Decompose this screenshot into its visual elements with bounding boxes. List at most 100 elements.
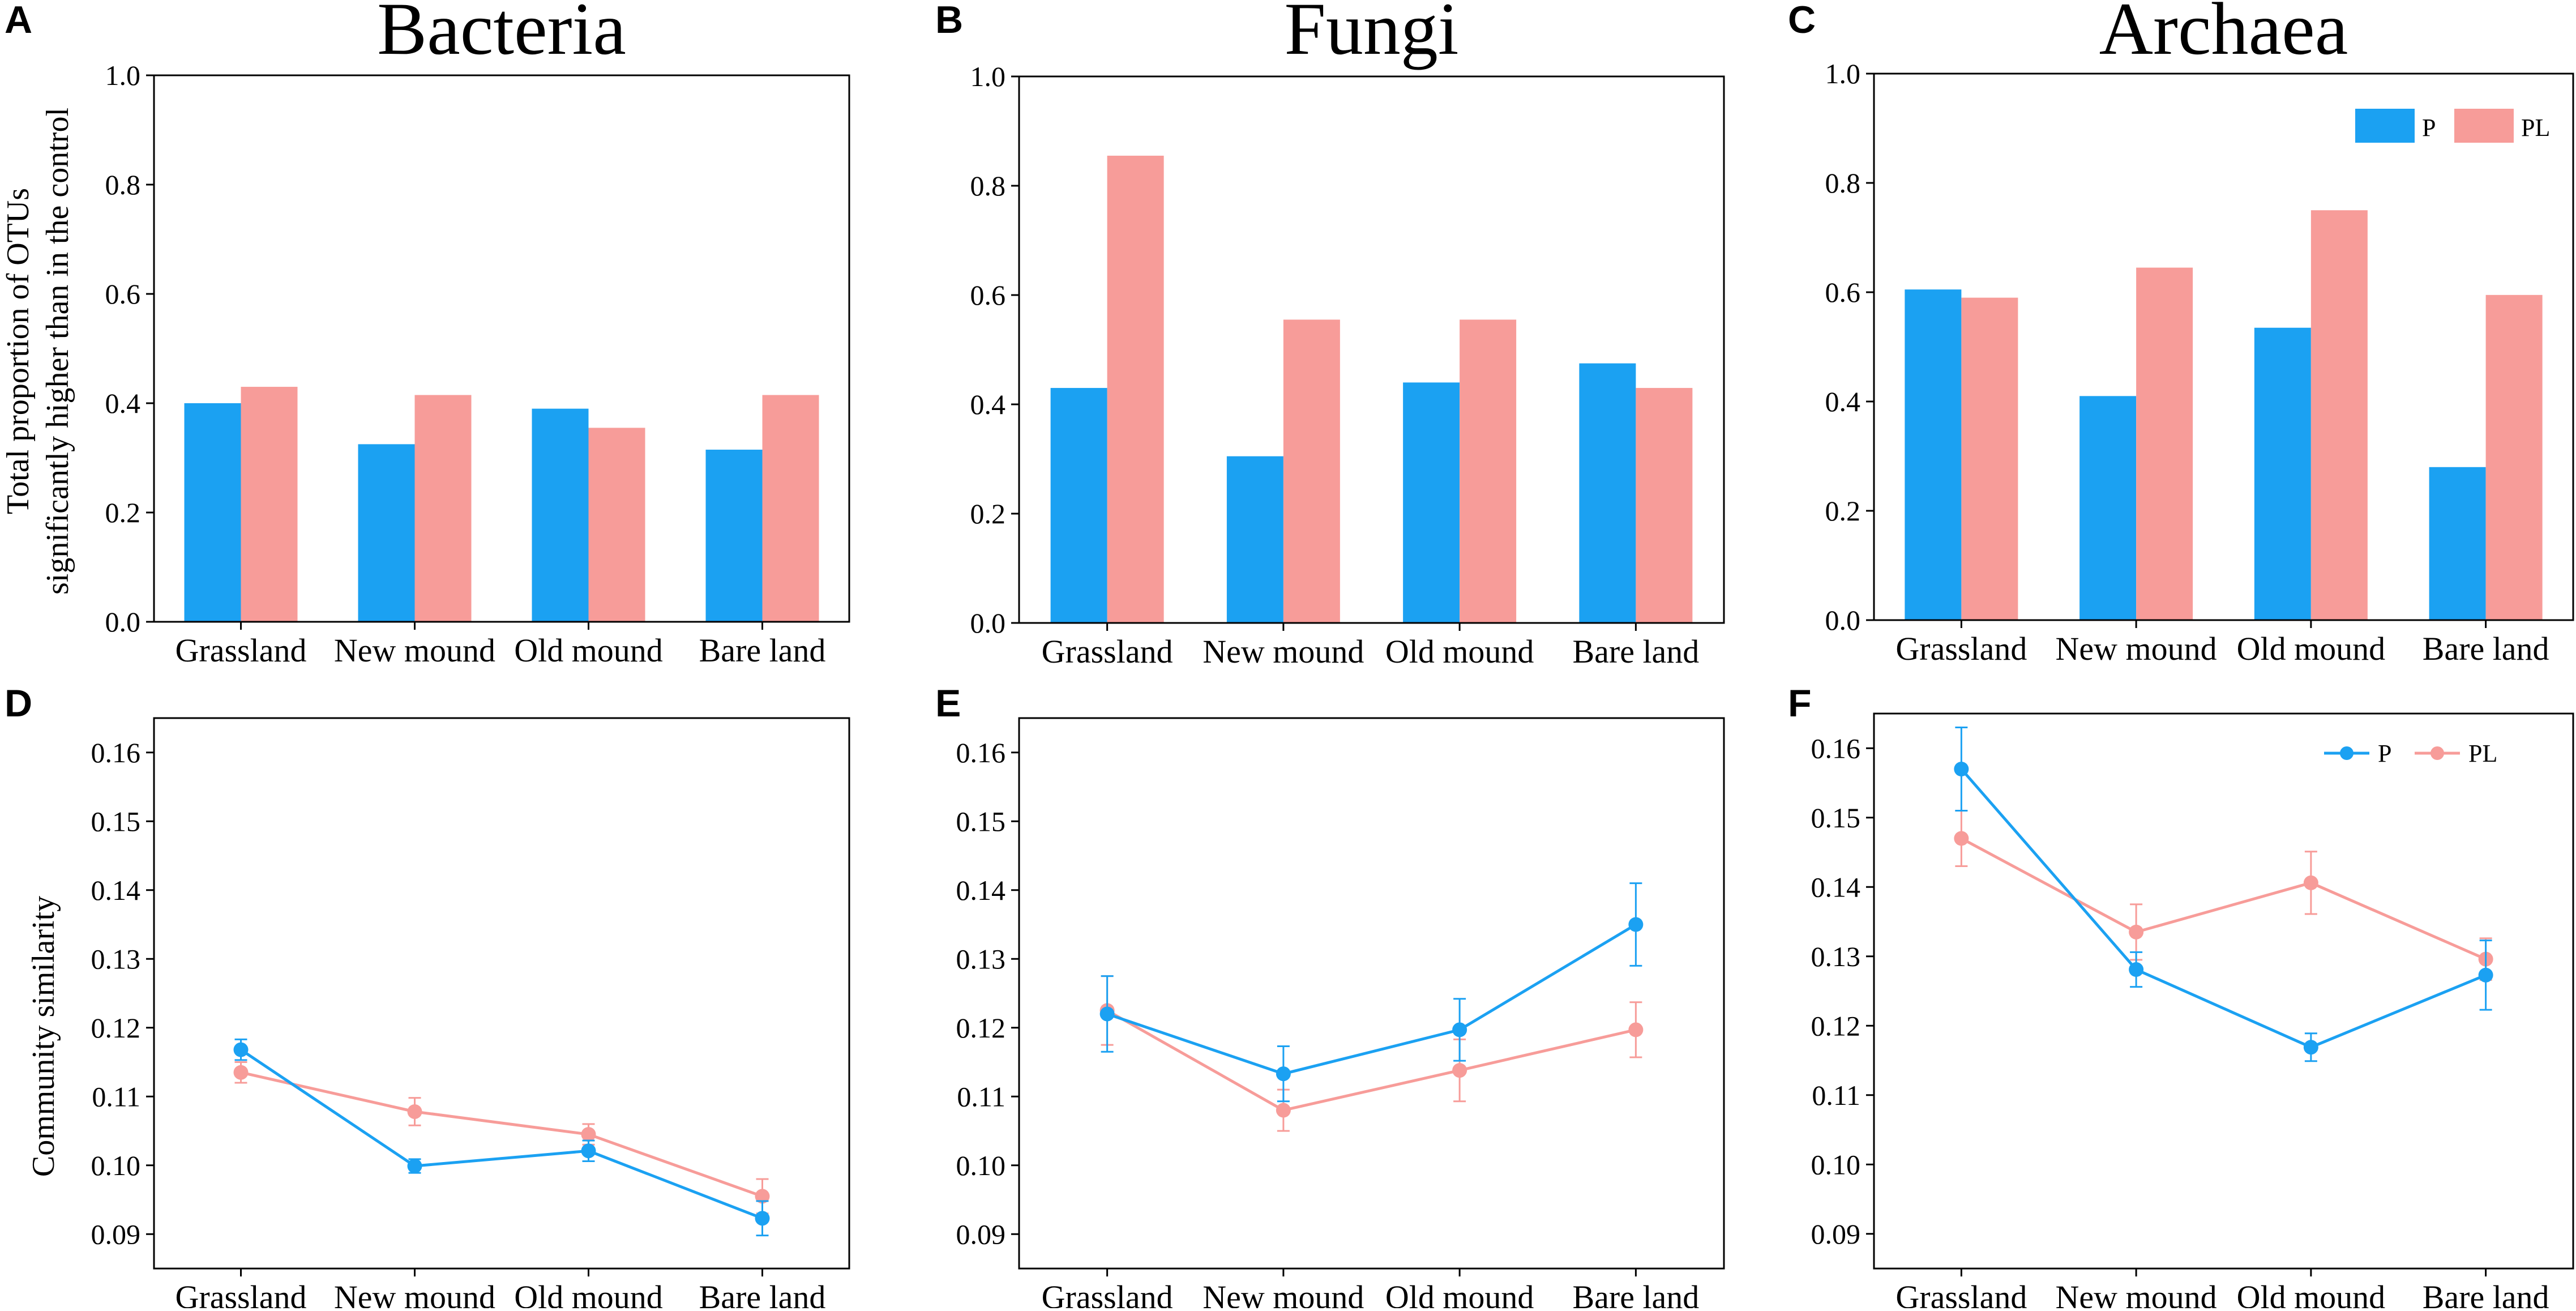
ytick-label-e-0: 0.09 [956,1218,1006,1250]
legend-c-pl-swatch [2454,109,2514,143]
bar-b-pl-0 [1107,155,1164,623]
xtick-label-a-2: Old mound [514,632,663,669]
point-d-pl-0 [233,1065,249,1080]
ytick-label-a-4: 0.8 [105,169,141,200]
bar-b-pl-3 [1636,388,1693,623]
xtick-label-a-1: New mound [334,632,495,669]
ytick-label-d-4: 0.13 [91,943,141,975]
point-d-p-1 [407,1158,422,1173]
panel-f-frame [1873,712,2574,1270]
panel-a-letter: A [5,0,32,41]
xtick-label-c-2: Old mound [2237,630,2386,667]
bar-a-pl-1 [414,395,472,622]
panel-f: F 0.09 0.10 0.11 0.12 0.13 0.14 0.15 0.16 Grassla… [1788,682,2574,1311]
ytick-label-a-5: 1.0 [105,59,141,91]
bar-b-pl-1 [1283,319,1340,623]
legend-c-pl-label: PL [2521,114,2550,142]
point-d-pl-2 [581,1127,596,1142]
ytick-label-c-3: 0.6 [1825,276,1861,308]
panel-a-title: Bacteria [377,0,626,70]
panel-c: C Archaea 0.0 0.2 0.4 0.6 0.8 1.0 Grassland New m… [1788,0,2574,667]
ytick-label-f-1: 0.10 [1811,1148,1861,1180]
panel-b-letter: B [935,0,963,41]
bar-c-pl-1 [2136,267,2193,620]
ytick-label-d-7: 0.16 [91,737,141,768]
panel-d: D 0.09 0.10 0.11 0.12 0.13 0.14 0.15 0.16 Grassla… [5,682,850,1311]
panel-c-frame [1873,72,2574,621]
point-f-p-3 [2478,967,2493,983]
ytick-label-e-6: 0.15 [956,805,1006,837]
xtick-label-f-2: Old mound [2237,1279,2386,1308]
panel-a: A Bacteria 0.0 0.2 0.4 0.6 0.8 1.0 Grassland New … [5,0,850,669]
row-ylabel-top-line2: significantly higher than in the control [40,108,75,595]
ytick-label-b-4: 0.8 [970,170,1006,202]
xtick-label-c-0: Grassland [1895,630,2027,667]
panel-d-letter: D [5,682,32,725]
bar-c-pl-3 [2485,294,2543,620]
point-e-p-2 [1452,1022,1467,1037]
xtick-label-d-0: Grassland [176,1279,307,1308]
point-d-p-2 [581,1143,596,1159]
legend-f-p-marker [2340,746,2354,760]
ytick-label-a-0: 0.0 [105,606,141,638]
legend-f-pl-marker [2430,746,2444,760]
xtick-label-b-0: Grassland [1042,633,1173,670]
bar-b-pl-2 [1460,319,1517,623]
point-e-pl-1 [1276,1103,1291,1118]
ytick-label-c-2: 0.4 [1825,386,1861,417]
point-d-p-0 [233,1042,249,1057]
legend-c: P PL [2355,109,2550,143]
panel-a-frame [153,74,850,623]
bar-b-p-2 [1403,382,1460,623]
panel-b-title: Fungi [1284,0,1458,70]
bar-b-p-1 [1226,456,1283,623]
legend-f-p-label: P [2378,740,2391,767]
xtick-label-e-2: Old mound [1385,1279,1534,1308]
panel-f-letter: F [1788,682,1812,725]
point-e-pl-3 [1628,1022,1644,1037]
ytick-label-b-0: 0.0 [970,607,1006,639]
legend-c-p-swatch [2355,109,2415,143]
point-f-p-0 [1954,762,1969,776]
panel-c-title: Archaea [2099,0,2348,70]
xtick-label-c-3: Bare land [2423,630,2549,667]
ytick-label-f-4: 0.13 [1811,941,1861,972]
xtick-label-a-0: Grassland [176,632,307,669]
bar-a-pl-3 [762,395,819,622]
bar-a-p-2 [532,408,589,622]
panel-b: B Fungi 0.0 0.2 0.4 0.6 0.8 1.0 Grassland New mou… [935,0,1725,670]
bar-c-p-0 [1905,289,1962,620]
point-d-pl-3 [755,1189,770,1204]
ytick-label-b-3: 0.6 [970,279,1006,311]
point-d-pl-1 [407,1104,422,1119]
line-f-pl [1961,837,2487,960]
ytick-label-d-6: 0.15 [91,805,141,837]
ytick-label-d-2: 0.11 [92,1081,140,1112]
ytick-label-e-4: 0.13 [956,943,1006,975]
ytick-label-b-5: 1.0 [970,61,1006,92]
xtick-label-d-3: Bare land [699,1279,826,1308]
ytick-label-f-7: 0.16 [1811,732,1861,764]
line-e-p [1106,923,1637,1075]
xtick-label-d-1: New mound [334,1279,495,1308]
point-e-p-0 [1099,1006,1115,1022]
panel-b-frame [1018,75,1725,624]
line-d-p [240,1048,763,1220]
legend-f: P PL [2324,740,2497,767]
panel-e: E 0.09 0.10 0.11 0.12 0.13 0.14 0.15 0.16 Grassla… [935,682,1725,1311]
point-f-p-1 [2129,962,2144,977]
bar-b-p-3 [1579,363,1636,623]
ytick-label-d-5: 0.14 [91,874,141,906]
bar-c-p-3 [2429,467,2486,620]
ytick-label-e-7: 0.16 [956,737,1006,768]
ytick-label-e-2: 0.11 [957,1081,1005,1112]
bar-a-pl-0 [241,387,298,622]
ytick-label-f-2: 0.11 [1812,1079,1860,1111]
bar-b-p-0 [1050,388,1107,623]
ytick-label-f-5: 0.14 [1811,871,1861,903]
panel-e-frame [1018,717,1725,1270]
ytick-label-c-5: 1.0 [1825,58,1861,89]
panel-c-letter: C [1788,0,1816,41]
ytick-label-f-3: 0.12 [1811,1010,1861,1041]
